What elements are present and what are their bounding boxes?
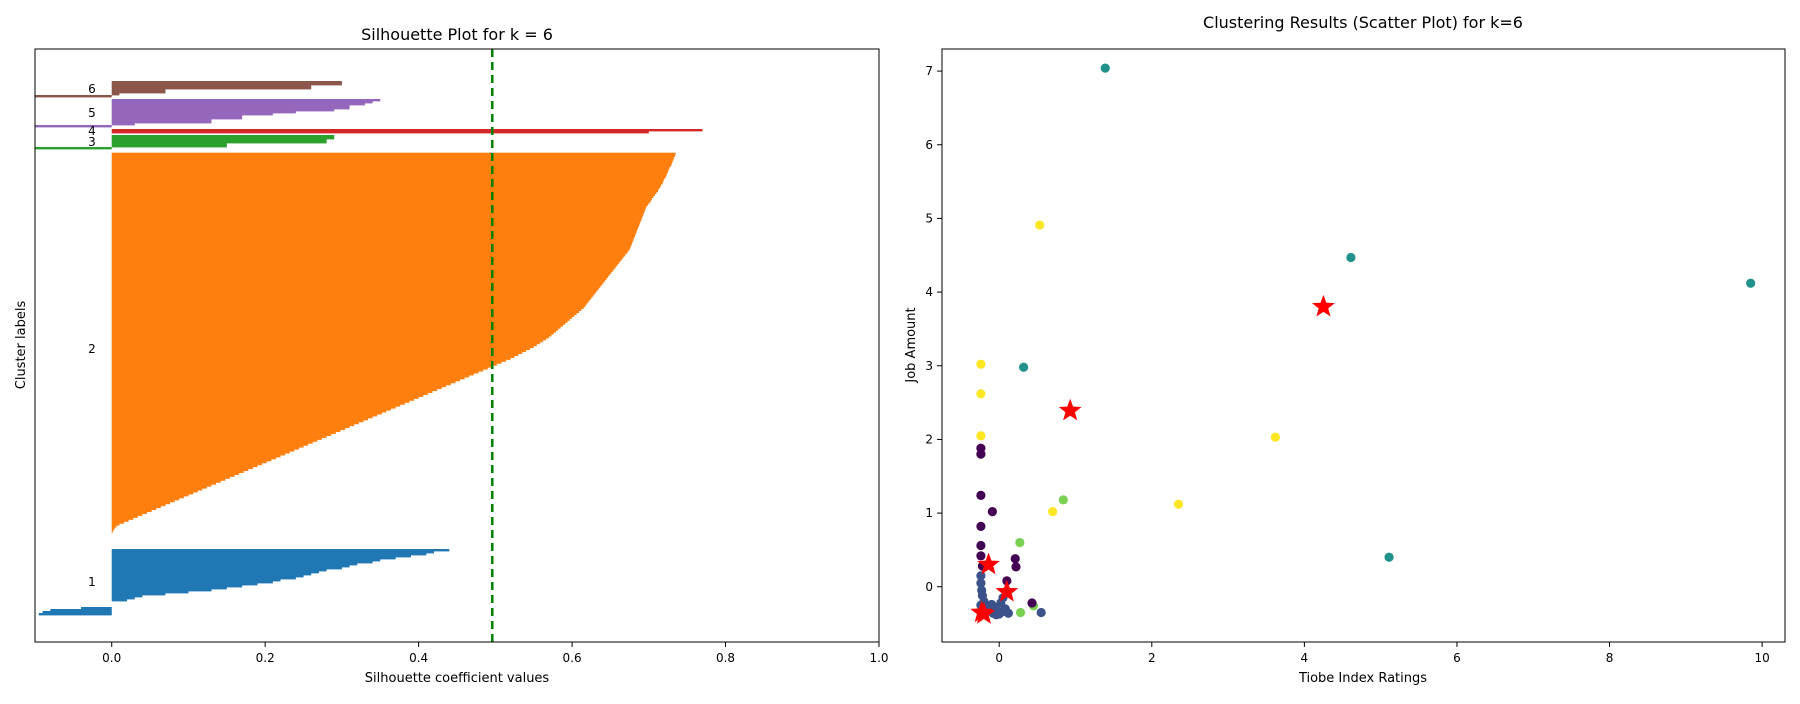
scatter-y-tick-label: 1 bbox=[925, 506, 933, 520]
silhouette-x-tick-label: 0.2 bbox=[256, 651, 275, 665]
scatter-point bbox=[1035, 220, 1044, 229]
scatter-x-label: Tiobe Index Ratings bbox=[1298, 671, 1427, 686]
silhouette-cluster-label: 5 bbox=[88, 106, 96, 120]
scatter-point bbox=[1016, 608, 1025, 617]
scatter-point bbox=[987, 600, 996, 609]
silhouette-cluster-label: 2 bbox=[88, 342, 96, 356]
scatter-x-tick-label: 0 bbox=[995, 651, 1003, 665]
scatter-title: Clustering Results (Scatter Plot) for k=… bbox=[1203, 13, 1523, 32]
silhouette-x-tick-label: 0.6 bbox=[563, 651, 582, 665]
silhouette-bar bbox=[112, 123, 135, 125]
scatter-axes-frame bbox=[942, 49, 1785, 642]
scatter-x-tick-label: 4 bbox=[1301, 651, 1309, 665]
scatter-point bbox=[1174, 500, 1183, 509]
silhouette-bar bbox=[112, 145, 227, 147]
scatter-point bbox=[976, 541, 985, 550]
scatter-y-tick-label: 3 bbox=[925, 359, 933, 373]
scatter-point bbox=[1048, 507, 1057, 516]
scatter-centroids bbox=[970, 295, 1335, 624]
scatter-point bbox=[1027, 598, 1036, 607]
silhouette-x-label: Silhouette coefficient values bbox=[365, 671, 550, 686]
scatter-x-tick-label: 2 bbox=[1148, 651, 1156, 665]
scatter-y-tick-label: 6 bbox=[925, 138, 933, 152]
scatter-x-ticks: 0 2 4 6 8 10 bbox=[995, 642, 1769, 665]
silhouette-cluster-label: 6 bbox=[88, 82, 96, 96]
silhouette-x-tick-label: 1.0 bbox=[869, 651, 888, 665]
silhouette-cluster-label: 4 bbox=[88, 124, 96, 138]
scatter-point bbox=[988, 507, 997, 516]
scatter-point bbox=[976, 389, 985, 398]
scatter-point bbox=[976, 551, 985, 560]
silhouette-bar bbox=[112, 531, 113, 533]
scatter-y-tick-label: 4 bbox=[925, 285, 933, 299]
scatter-y-tick-label: 7 bbox=[925, 64, 933, 78]
scatter-y-label: Job Amount bbox=[904, 307, 919, 383]
scatter-point bbox=[1019, 363, 1028, 372]
scatter-point bbox=[1011, 554, 1020, 563]
scatter-point bbox=[1746, 279, 1755, 288]
scatter-point bbox=[1101, 64, 1110, 73]
silhouette-bar bbox=[35, 125, 112, 127]
scatter-x-tick-label: 8 bbox=[1606, 651, 1614, 665]
scatter-point bbox=[976, 522, 985, 531]
silhouette-y-label: Cluster labels bbox=[14, 301, 29, 390]
scatter-y-tick-label: 0 bbox=[925, 580, 933, 594]
scatter-x-tick-label: 10 bbox=[1754, 651, 1769, 665]
scatter-point bbox=[1037, 608, 1046, 617]
scatter-points bbox=[976, 64, 1755, 620]
silhouette-bar bbox=[112, 91, 166, 93]
scatter-y-ticks: 0 1 2 3 4 5 6 7 bbox=[925, 64, 942, 594]
silhouette-title: Silhouette Plot for k = 6 bbox=[361, 25, 553, 44]
silhouette-cluster-label: 1 bbox=[88, 575, 96, 589]
silhouette-x-tick-label: 0.8 bbox=[716, 651, 735, 665]
scatter-point bbox=[976, 491, 985, 500]
silhouette-bar bbox=[112, 131, 649, 133]
silhouette-x-tick-label: 0.4 bbox=[409, 651, 428, 665]
scatter-point bbox=[1384, 553, 1393, 562]
scatter-point bbox=[1271, 433, 1280, 442]
scatter-point bbox=[1059, 495, 1068, 504]
scatter-point bbox=[976, 431, 985, 440]
scatter-point bbox=[976, 450, 985, 459]
scatter-y-tick-label: 5 bbox=[925, 211, 933, 225]
silhouette-x-ticks: 0.0 0.2 0.4 0.6 0.8 1.0 bbox=[102, 642, 888, 665]
silhouette-bar bbox=[39, 613, 112, 615]
silhouette-bar bbox=[35, 147, 112, 149]
silhouette-bar bbox=[112, 93, 120, 95]
scatter-point bbox=[976, 360, 985, 369]
scatter-point bbox=[1011, 562, 1020, 571]
scatter-plot: Clustering Results (Scatter Plot) for k=… bbox=[904, 13, 1785, 686]
scatter-point bbox=[1346, 253, 1355, 262]
silhouette-x-tick-label: 0.0 bbox=[102, 651, 121, 665]
scatter-point bbox=[1004, 609, 1013, 618]
scatter-point bbox=[1015, 538, 1024, 547]
centroid-star bbox=[1059, 399, 1082, 421]
scatter-y-tick-label: 2 bbox=[925, 432, 933, 446]
scatter-x-tick-label: 6 bbox=[1453, 651, 1461, 665]
centroid-star bbox=[1312, 295, 1335, 317]
silhouette-bar bbox=[35, 95, 112, 97]
silhouette-bars bbox=[35, 81, 703, 615]
silhouette-bar bbox=[112, 599, 127, 601]
